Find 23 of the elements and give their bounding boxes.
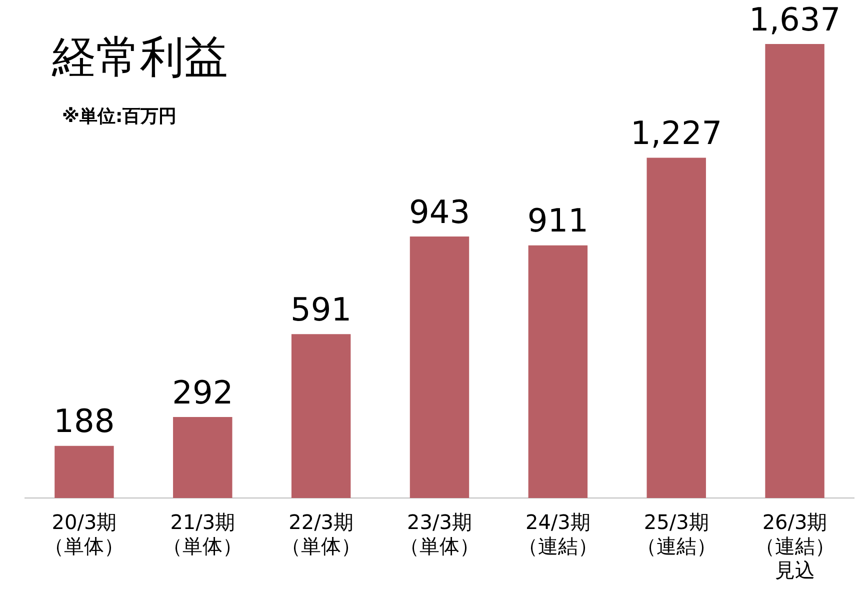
bar [646, 158, 706, 498]
data-label: 911 [527, 202, 588, 240]
data-label: 591 [290, 290, 352, 328]
text: ※単位:百万円 [62, 105, 177, 128]
data-label: 1,637 [748, 0, 841, 38]
chart-title: 経常利益 [52, 31, 228, 85]
bar [765, 44, 824, 498]
bar [410, 236, 470, 498]
bar [528, 245, 588, 498]
x-tick-label: 24/3期（連結） [518, 510, 598, 558]
data-label: 292 [172, 373, 234, 412]
x-tick-label: 23/3期（単体） [400, 510, 480, 558]
x-tick-label: 21/3期（単体） [162, 510, 243, 558]
x-tick-label: 25/3期（連結） [636, 510, 716, 558]
data-label: 943 [408, 192, 470, 231]
data-label: 188 [54, 402, 115, 440]
x-tick-label: 22/3期（単体） [281, 510, 362, 558]
data-label: 1,227 [630, 114, 722, 152]
x-tick-label: 26/3期（連結）見込 [754, 510, 835, 582]
x-tick-label: 20/3期（単体） [44, 510, 124, 558]
bar [54, 446, 114, 498]
bar [291, 334, 351, 498]
bar [173, 417, 232, 498]
